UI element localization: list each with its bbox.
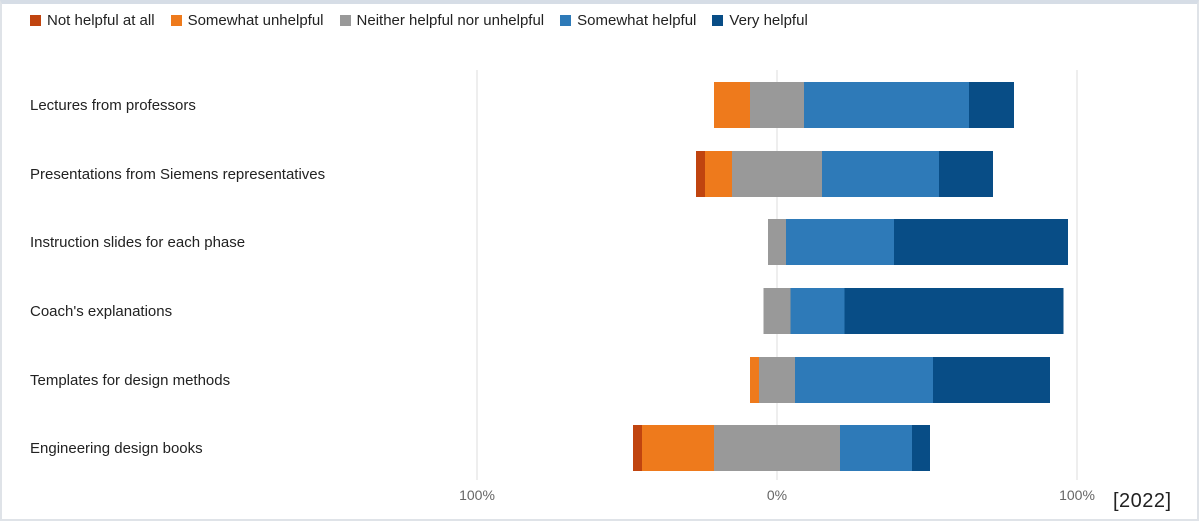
bar-segment bbox=[822, 151, 939, 197]
x-tick-label: 100% bbox=[1059, 487, 1095, 503]
bar-segment bbox=[768, 219, 786, 265]
legend-swatch bbox=[560, 14, 572, 26]
category-label: Engineering design books bbox=[30, 440, 203, 457]
bar-segment bbox=[912, 425, 930, 471]
bar-segment bbox=[844, 288, 1064, 334]
bar-segment bbox=[969, 82, 1014, 128]
bar-segment bbox=[894, 219, 1068, 265]
bar-segment bbox=[750, 357, 759, 403]
bar-segment bbox=[840, 425, 912, 471]
bar-segment bbox=[933, 357, 1050, 403]
bar-segment bbox=[795, 357, 933, 403]
bar-segment bbox=[786, 219, 894, 265]
legend-swatch bbox=[712, 14, 724, 26]
legend-label: Very helpful bbox=[729, 11, 808, 29]
legend-item: Somewhat unhelpful bbox=[170, 11, 324, 29]
legend-item: Not helpful at all bbox=[30, 12, 155, 29]
legend-swatch bbox=[30, 14, 41, 26]
bar-segment bbox=[705, 151, 732, 197]
category-label: Coach's explanations bbox=[30, 303, 172, 320]
legend-item: Very helpful bbox=[712, 11, 808, 29]
bar-segment bbox=[714, 82, 750, 128]
legend-label: Neither helpful nor unhelpful bbox=[356, 11, 545, 29]
bar-segment bbox=[714, 425, 840, 471]
legend-item: Neither helpful nor unhelpful bbox=[339, 11, 545, 29]
category-label: Presentations from Siemens representativ… bbox=[30, 166, 325, 183]
bar-segment bbox=[939, 151, 993, 197]
bar-segment bbox=[642, 425, 714, 471]
bar-segment bbox=[759, 357, 795, 403]
bar-segment bbox=[696, 151, 705, 197]
bar-segment bbox=[732, 151, 822, 197]
category-label: Instruction slides for each phase bbox=[30, 234, 245, 251]
bar-segment bbox=[750, 82, 804, 128]
legend-label: Somewhat unhelpful bbox=[187, 11, 324, 29]
legend-swatch bbox=[170, 14, 182, 26]
x-tick-label: 100% bbox=[459, 487, 495, 503]
legend-item: Somewhat helpful bbox=[560, 12, 696, 29]
legend-label: Somewhat helpful bbox=[577, 11, 697, 29]
legend-swatch bbox=[339, 14, 351, 26]
legend-label: Not helpful at all bbox=[47, 11, 155, 29]
chart-legend: Not helpful at all Somewhat unhelpful Neit… bbox=[30, 10, 824, 30]
bar-segment bbox=[804, 82, 969, 128]
bar-segment bbox=[763, 288, 791, 334]
bar-segment bbox=[633, 425, 642, 471]
x-tick-label: 0% bbox=[767, 487, 787, 503]
category-label: Templates for design methods bbox=[30, 372, 230, 389]
bar-segment bbox=[790, 288, 845, 334]
category-label: Lectures from professors bbox=[30, 97, 196, 114]
year-label: [2022] bbox=[1113, 490, 1172, 512]
